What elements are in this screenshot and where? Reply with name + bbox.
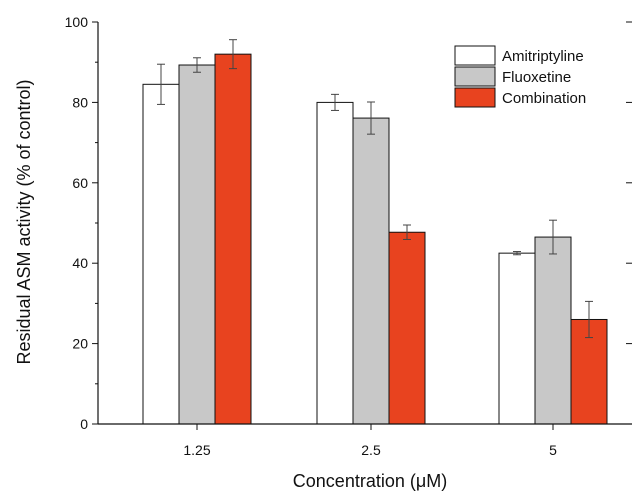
y-tick-label: 0: [80, 416, 88, 432]
axes-group: 0 20 40 60 80 100 1.25 2.5 5: [65, 14, 632, 458]
y-tick-label: 20: [72, 336, 88, 352]
bar-fluoxetine-1_25: [178, 64, 216, 425]
error-bar-fluoxetine-5: [549, 219, 557, 255]
bar-combination-1_25: [214, 53, 252, 425]
error-bar-fluoxetine-2_5: [367, 101, 375, 135]
legend: Amitriptyline Fluoxetine Combination: [454, 45, 586, 108]
bar-fluoxetine-5: [534, 236, 572, 425]
x-tick-label: 5: [549, 442, 557, 458]
x-tick-label: 2.5: [361, 442, 381, 458]
y-tick-label: 100: [65, 14, 89, 30]
legend-label: Fluoxetine: [502, 69, 571, 86]
error-bar-combination-5: [585, 300, 593, 339]
bars-group: [142, 39, 608, 425]
legend-label: Combination: [502, 90, 586, 107]
error-bar-amitriptyline-1_25: [157, 63, 165, 105]
legend-swatch: [454, 45, 496, 66]
error-bar-combination-1_25: [229, 39, 237, 70]
y-tick-label: 40: [72, 255, 88, 271]
error-bar-amitriptyline-2_5: [331, 93, 339, 111]
y-tick-label: 60: [72, 175, 88, 191]
error-bar-fluoxetine-1_25: [193, 57, 201, 73]
bar-amitriptyline-2_5: [316, 101, 354, 425]
error-bar-combination-2_5: [403, 224, 411, 240]
y-axis-label: Residual ASM activity (% of control): [14, 79, 34, 364]
bar-amitriptyline-1_25: [142, 83, 180, 425]
legend-label: Amitriptyline: [502, 48, 584, 65]
x-axis-label: Concentration (μM): [293, 471, 447, 491]
bar-amitriptyline-5: [498, 252, 536, 425]
error-bar-amitriptyline-5: [513, 251, 521, 256]
bar-fluoxetine-2_5: [352, 117, 390, 425]
legend-item-amitriptyline: Amitriptyline: [454, 45, 584, 66]
bar-combination-2_5: [388, 231, 426, 425]
legend-swatch: [454, 66, 496, 87]
legend-item-combination: Combination: [454, 87, 586, 108]
legend-item-fluoxetine: Fluoxetine: [454, 66, 571, 87]
y-tick-label: 80: [72, 94, 88, 110]
x-tick-label: 1.25: [183, 442, 210, 458]
legend-swatch: [454, 87, 496, 108]
